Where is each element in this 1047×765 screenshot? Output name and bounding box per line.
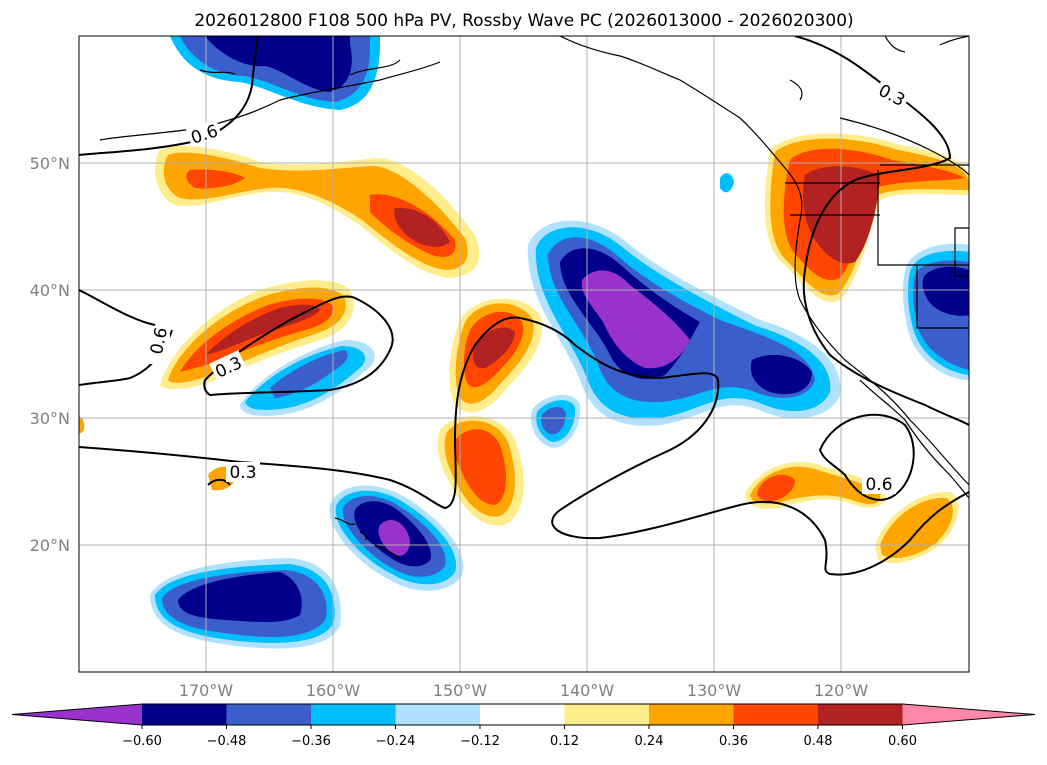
pv-blob-small-blue [530,173,734,448]
gridlines [79,36,969,672]
coastlines [99,36,969,559]
map-frame [78,35,970,673]
pv-blob-east-blue [903,243,969,380]
contour-label: 0.3 [229,463,256,483]
colorbar-segment [480,704,565,725]
colorbar-tick-label: −0.24 [376,734,416,749]
lat-label: 30°N [30,409,70,428]
map-area: 0.6 0.3 0.6 0.3 0.3 0.6 [79,36,969,672]
map-title: 2026012800 F108 500 hPa PV, Rossby Wave … [194,11,853,31]
lon-label: 130°W [687,681,742,700]
longitude-labels: 170°W 160°W 150°W 140°W 130°W 120°W [179,681,869,700]
colorbar-segment [818,704,903,725]
lon-label: 140°W [560,681,615,700]
contour-labels: 0.6 0.3 0.6 0.3 0.3 0.6 [147,79,911,495]
latitude-labels: 50°N 40°N 30°N 20°N [30,154,70,555]
colorbar-segment [733,704,819,725]
colorbar-extend-low [12,704,142,725]
pv-blob-north-central [170,36,380,110]
pv-blob-west-blue [240,340,375,416]
colorbar-tick-label: 0.24 [635,734,664,749]
pv-blob-hawaii-blue [329,485,464,591]
lon-label: 150°W [433,681,488,700]
lat-label: 40°N [30,281,70,300]
colorbar-tick-label: 0.36 [719,734,748,749]
pv-blob-southwest-blue [150,558,341,649]
colorbar: −0.60 −0.48 −0.36 −0.24 −0.12 0.12 0.24 0.36 0.4… [11,703,1036,749]
colorbar-tick-label: 0.60 [888,734,917,749]
pv-blob-central-purple [527,220,841,426]
colorbar-tick-label: −0.12 [460,734,500,749]
colorbar-segment [564,704,650,725]
colorbar-segment [226,704,312,725]
colorbar-tick-label: −0.36 [291,734,331,749]
colorbar-tick-label: −0.60 [122,734,162,749]
lon-label: 120°W [814,681,869,700]
colorbar-segment [142,704,227,725]
pv-blob-west-orange [160,280,354,390]
colorbar-segment [649,704,734,725]
pv-blob-north-orange [155,145,480,278]
colorbar-tick-label: 0.48 [804,734,833,749]
colorbar-segment [395,704,481,725]
lat-label: 20°N [30,536,70,555]
colorbar-extend-high [902,704,1035,725]
lon-label: 170°W [179,681,234,700]
lat-label: 50°N [30,154,70,173]
colorbar-tick-label: −0.48 [207,734,247,749]
colorbar-segment [311,704,396,725]
pv-blob-central-orange [437,298,543,526]
pv-blob-west-coast [765,133,969,302]
colorbar-tick-label: 0.12 [550,734,579,749]
lon-label: 160°W [306,681,361,700]
contour-label: 0.6 [865,475,892,495]
